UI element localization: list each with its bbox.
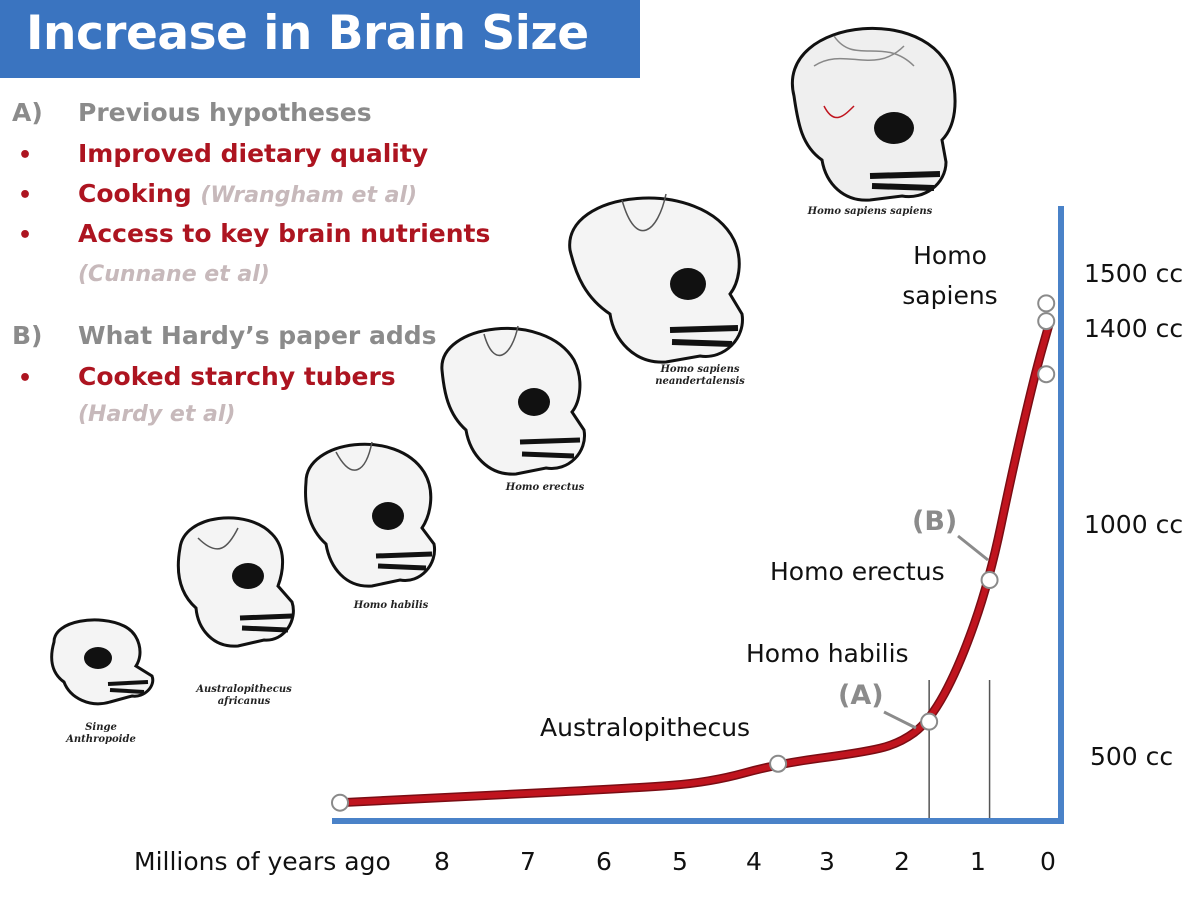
x-tick-label: 2 — [894, 847, 910, 876]
y-tick-label: 1500 cc — [1084, 259, 1183, 288]
section-b-marker: B) — [12, 321, 43, 350]
page-title: Increase in Brain Size — [26, 6, 589, 61]
data-point-marker — [1037, 312, 1056, 331]
skull-caption-singe: Singe Anthropoide — [66, 722, 136, 745]
hypothesis-text: Access to key brain nutrients — [78, 219, 491, 248]
skull-caption-neanderthal: Homo sapiens neandertalensis — [655, 364, 745, 387]
y-tick-label: 1400 cc — [1084, 314, 1183, 343]
hypothesis-item-3: Access to key brain nutrients — [78, 219, 490, 248]
addition-text: Cooked starchy tubers — [78, 362, 396, 391]
section-a-marker: A) — [12, 98, 43, 127]
tag-arrow — [883, 710, 917, 730]
x-tick-label: 1 — [970, 847, 986, 876]
bullet-icon: • — [18, 223, 33, 248]
x-tick-label: 0 — [1040, 847, 1056, 876]
section-a-heading: Previous hypotheses — [78, 98, 372, 127]
species-label: Homo — [913, 241, 987, 270]
x-axis-title: Millions of years ago — [134, 847, 391, 876]
tag-arrow — [957, 534, 989, 562]
brain-size-curve — [337, 318, 1054, 806]
bullet-icon: • — [18, 143, 33, 168]
citation: (Cunnane et al) — [78, 262, 270, 287]
data-point-marker — [1037, 294, 1056, 313]
hypothesis-tag: (A) — [838, 680, 884, 711]
x-tick-label: 4 — [746, 847, 762, 876]
x-tick-label: 6 — [596, 847, 612, 876]
addition-item-1: Cooked starchy tubers — [78, 362, 396, 391]
hypothesis-item-2: Cooking (Wrangham et al) — [78, 179, 417, 208]
species-label: Homo habilis — [746, 639, 909, 668]
data-point-marker — [331, 793, 349, 812]
x-tick-label: 7 — [520, 847, 536, 876]
title-banner: Increase in Brain Size — [0, 0, 640, 78]
hypothesis-text: Cooking — [78, 179, 192, 208]
erectus-skull-image — [440, 325, 586, 476]
skull-caption-australopithecus: Australopithecus africanus — [196, 684, 292, 707]
citation: (Wrangham et al) — [200, 183, 418, 208]
skull-caption-erectus: Homo erectus — [505, 482, 585, 493]
habilis-skull-image — [304, 441, 437, 588]
data-point-marker — [980, 571, 999, 590]
species-label: Homo erectus — [770, 557, 945, 586]
species-label: Australopithecus — [540, 713, 750, 742]
x-tick-label: 3 — [819, 847, 835, 876]
skull-caption-habilis: Homo habilis — [353, 600, 429, 611]
australopithecus-skull-image — [176, 516, 295, 648]
x-tick-label: 5 — [672, 847, 688, 876]
data-point-marker — [769, 754, 788, 773]
hypothesis-text: Improved dietary quality — [78, 139, 429, 168]
hypothesis-tag: (B) — [912, 506, 957, 537]
sapiens-skull-image — [790, 26, 957, 202]
x-tick-label: 8 — [434, 847, 450, 876]
species-label: sapiens — [902, 281, 997, 310]
data-point-marker — [1037, 365, 1056, 384]
y-tick-label: 500 cc — [1090, 742, 1173, 771]
section-b-heading: What Hardy’s paper adds — [78, 321, 437, 350]
singe-skull-image — [50, 618, 155, 706]
citation: (Hardy et al) — [78, 402, 236, 427]
y-tick-label: 1000 cc — [1084, 510, 1183, 539]
skull-caption-sapiens: Homo sapiens sapiens — [807, 206, 933, 217]
neanderthal-skull-image — [568, 193, 744, 364]
hypothesis-item-1: Improved dietary quality — [78, 139, 428, 168]
bullet-icon: • — [18, 183, 33, 208]
bullet-icon: • — [18, 366, 33, 391]
data-point-marker — [920, 712, 939, 731]
